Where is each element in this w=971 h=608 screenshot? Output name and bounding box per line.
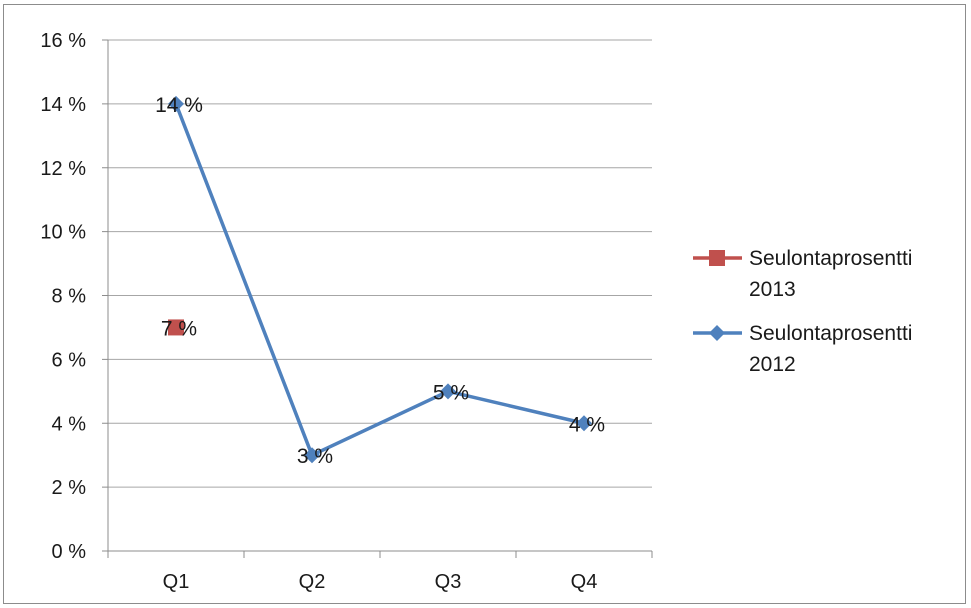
series-layer [168,96,592,463]
legend-label: 2013 [749,278,796,301]
series-line [176,104,584,455]
x-tick-label: Q4 [571,571,598,593]
data-label: 3 % [297,445,333,468]
y-tick-label: 0 % [52,541,87,563]
y-axis: 0 % 2 % 4 % 6 % 8 % 10 % 12 % 14 % 16 % [40,30,108,563]
legend-label: Seulontaprosentti [749,322,912,345]
y-tick-label: 10 % [40,222,86,244]
x-axis: Q1 Q2 Q3 Q4 [108,551,652,593]
legend-label: Seulontaprosentti [749,247,912,270]
data-label: 4 % [569,413,605,436]
legend-label: 2012 [749,353,796,376]
data-label: 7 % [161,317,197,340]
legend: Seulontaprosentti 2013 Seulontaprosentti 20… [693,247,912,376]
y-tick-label: 12 % [40,158,86,180]
x-tick-label: Q3 [435,571,462,593]
legend-marker [709,325,725,341]
y-tick-label: 6 % [52,349,87,371]
legend-item: Seulontaprosentti 2013 [693,247,912,301]
legend-item: Seulontaprosentti 2012 [693,322,912,376]
series-2012 [168,96,592,463]
y-tick-label: 2 % [52,477,87,499]
data-label: 14 % [155,94,203,117]
legend-marker [709,250,725,266]
x-tick-label: Q1 [163,571,190,593]
y-tick-label: 8 % [52,286,87,308]
y-tick-label: 4 % [52,413,87,435]
y-tick-label: 16 % [40,30,86,52]
data-label: 5 % [433,381,469,404]
x-tick-label: Q2 [299,571,326,593]
y-tick-label: 14 % [40,94,86,116]
